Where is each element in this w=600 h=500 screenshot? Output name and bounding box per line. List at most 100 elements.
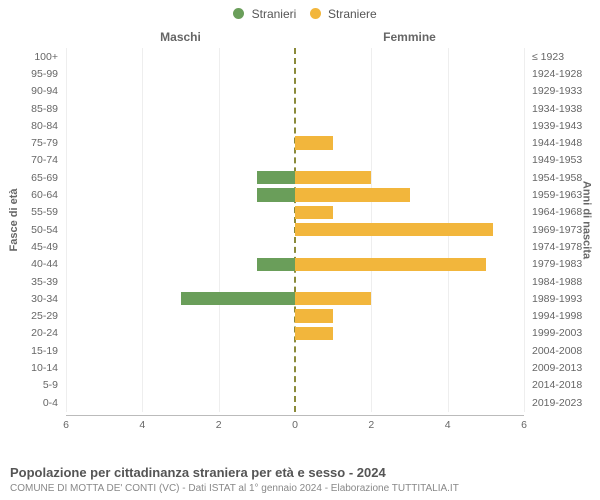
bar-female	[295, 188, 410, 201]
chart-row: 90-941929-1933	[66, 83, 524, 100]
column-header-male: Maschi	[160, 30, 201, 44]
bar-pair	[66, 223, 524, 236]
bar-pair	[66, 361, 524, 374]
chart-row: 80-841939-1943	[66, 117, 524, 134]
bar-pair	[66, 275, 524, 288]
birth-year-label: 1939-1943	[524, 120, 582, 132]
bar-female	[295, 136, 333, 149]
birth-year-label: ≤ 1923	[524, 51, 564, 63]
chart-row: 60-641959-1963	[66, 186, 524, 203]
age-label: 0-4	[43, 397, 66, 409]
chart-container: Stranieri Straniere Fasce di età Anni di…	[0, 0, 600, 500]
birth-year-label: 1969-1973	[524, 224, 582, 236]
plot-area: Maschi Femmine 100+≤ 192395-991924-19289…	[66, 36, 524, 436]
birth-year-label: 1954-1958	[524, 172, 582, 184]
chart-row: 10-142009-2013	[66, 359, 524, 376]
bar-pair	[66, 309, 524, 322]
chart-row: 30-341989-1993	[66, 290, 524, 307]
chart-row: 55-591964-1968	[66, 204, 524, 221]
birth-year-label: 1959-1963	[524, 189, 582, 201]
birth-year-label: 1999-2003	[524, 327, 582, 339]
chart-rows: 100+≤ 192395-991924-192890-941929-193385…	[66, 48, 524, 412]
bar-pair	[66, 67, 524, 80]
bar-pair	[66, 258, 524, 271]
chart-title: Popolazione per cittadinanza straniera p…	[10, 465, 590, 480]
bar-pair	[66, 188, 524, 201]
bar-female	[295, 292, 371, 305]
x-tick-label: 6	[521, 419, 527, 431]
birth-year-label: 1924-1928	[524, 68, 582, 80]
birth-year-label: 2014-2018	[524, 379, 582, 391]
age-label: 50-54	[31, 224, 66, 236]
birth-year-label: 2004-2008	[524, 345, 582, 357]
chart-row: 50-541969-1973	[66, 221, 524, 238]
chart-row: 65-691954-1958	[66, 169, 524, 186]
age-label: 65-69	[31, 172, 66, 184]
age-label: 25-29	[31, 310, 66, 322]
birth-year-label: 1994-1998	[524, 310, 582, 322]
birth-year-label: 1944-1948	[524, 137, 582, 149]
bar-pair	[66, 154, 524, 167]
age-label: 100+	[34, 51, 66, 63]
y-axis-label-left: Fasce di età	[8, 189, 20, 252]
chart-footer: Popolazione per cittadinanza straniera p…	[10, 465, 590, 494]
age-label: 10-14	[31, 362, 66, 374]
age-label: 80-84	[31, 120, 66, 132]
chart-row: 75-791944-1948	[66, 134, 524, 151]
bar-pair	[66, 119, 524, 132]
bar-female	[295, 171, 371, 184]
x-tick-label: 2	[368, 419, 374, 431]
bar-pair	[66, 327, 524, 340]
column-header-female: Femmine	[383, 30, 436, 44]
age-label: 85-89	[31, 103, 66, 115]
chart-row: 70-741949-1953	[66, 152, 524, 169]
bar-female	[295, 327, 333, 340]
x-axis: 6420246	[66, 415, 524, 436]
age-label: 70-74	[31, 154, 66, 166]
bar-female	[295, 223, 493, 236]
birth-year-label: 2009-2013	[524, 362, 582, 374]
x-tick-label: 4	[445, 419, 451, 431]
chart-row: 85-891934-1938	[66, 100, 524, 117]
birth-year-label: 1989-1993	[524, 293, 582, 305]
column-headers: Maschi Femmine	[66, 30, 524, 46]
birth-year-label: 1984-1988	[524, 276, 582, 288]
birth-year-label: 1934-1938	[524, 103, 582, 115]
chart-row: 40-441979-1983	[66, 256, 524, 273]
birth-year-label: 1929-1933	[524, 85, 582, 97]
age-label: 30-34	[31, 293, 66, 305]
chart-row: 25-291994-1998	[66, 307, 524, 324]
bar-male	[181, 292, 296, 305]
bar-female	[295, 309, 333, 322]
bar-pair	[66, 85, 524, 98]
legend-swatch-female	[310, 8, 321, 19]
chart-row: 15-192004-2008	[66, 342, 524, 359]
age-label: 35-39	[31, 276, 66, 288]
age-label: 90-94	[31, 85, 66, 97]
x-tick-label: 6	[63, 419, 69, 431]
bar-pair	[66, 50, 524, 63]
birth-year-label: 1964-1968	[524, 206, 582, 218]
bar-female	[295, 206, 333, 219]
age-label: 15-19	[31, 345, 66, 357]
age-label: 55-59	[31, 206, 66, 218]
x-tick-label: 0	[292, 419, 298, 431]
age-label: 20-24	[31, 327, 66, 339]
bar-male	[257, 188, 295, 201]
bar-pair	[66, 136, 524, 149]
bar-pair	[66, 344, 524, 357]
chart-row: 0-42019-2023	[66, 394, 524, 411]
age-label: 75-79	[31, 137, 66, 149]
chart-row: 100+≤ 1923	[66, 48, 524, 65]
bar-pair	[66, 240, 524, 253]
age-label: 5-9	[43, 379, 66, 391]
legend-label-male: Stranieri	[252, 7, 297, 21]
chart-row: 45-491974-1978	[66, 238, 524, 255]
bar-pair	[66, 171, 524, 184]
age-label: 45-49	[31, 241, 66, 253]
chart-row: 95-991924-1928	[66, 65, 524, 82]
x-tick-label: 2	[216, 419, 222, 431]
birth-year-label: 1949-1953	[524, 154, 582, 166]
bar-pair	[66, 206, 524, 219]
birth-year-label: 2019-2023	[524, 397, 582, 409]
